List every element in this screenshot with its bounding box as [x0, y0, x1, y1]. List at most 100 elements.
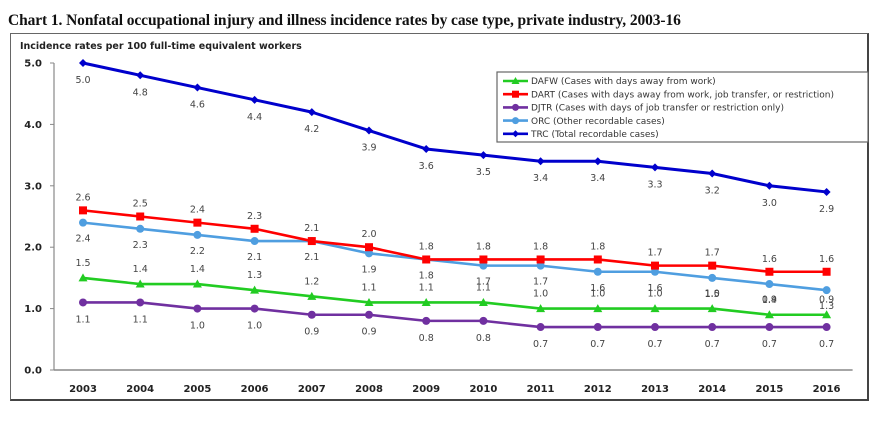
data-point-dafw	[250, 285, 260, 294]
data-label-dart: 1.7	[647, 248, 662, 259]
data-label-dart: 2.0	[361, 229, 376, 240]
data-label-trc: 3.4	[590, 173, 605, 184]
legend-marker-triangle	[511, 77, 520, 84]
data-label-orc: 2.2	[190, 246, 205, 257]
data-label-orc: 1.7	[476, 277, 491, 288]
y-tick-label: 0.0	[24, 366, 42, 377]
data-point-orc	[536, 261, 545, 270]
x-tick-label: 2010	[469, 384, 497, 395]
x-tick-label: 2013	[641, 384, 669, 395]
y-tick-label: 4.0	[24, 120, 42, 131]
data-label-orc: 2.1	[304, 252, 319, 263]
data-label-trc: 3.3	[647, 179, 662, 190]
data-label-dafw: 1.4	[133, 264, 148, 275]
legend-label: DJTR (Cases with days of job transfer or…	[531, 104, 784, 114]
data-label-djtr: 1.0	[190, 321, 205, 332]
legend: DAFW (Cases with days away from work) DAR…	[496, 71, 869, 143]
x-tick-label: 2004	[126, 384, 154, 395]
data-label-dafw: 1.5	[75, 258, 90, 269]
series-line-dafw	[82, 276, 827, 317]
data-point-dart	[651, 261, 659, 270]
data-point-dart	[193, 218, 202, 227]
legend-label: ORC (Other recordable cases)	[531, 117, 665, 127]
data-label-orc: 2.3	[133, 240, 148, 251]
data-point-dart	[593, 255, 602, 264]
data-label-trc: 3.2	[705, 186, 720, 197]
data-label-trc: 4.6	[190, 100, 205, 111]
data-point-trc	[822, 187, 831, 196]
data-label-djtr: 0.9	[304, 327, 319, 338]
x-tick-label: 2006	[241, 384, 269, 395]
data-point-dafw	[78, 273, 88, 282]
data-label-dafw: 1.0	[590, 289, 605, 300]
legend-marker-square	[512, 90, 519, 98]
x-tick-label: 2015	[755, 384, 783, 395]
data-point-orc	[822, 286, 831, 295]
data-label-dart: 1.7	[705, 248, 720, 259]
data-point-dafw	[421, 297, 431, 306]
data-label-trc: 3.6	[419, 161, 434, 172]
data-point-djtr	[307, 310, 316, 319]
data-label-orc: 1.5	[705, 289, 720, 300]
data-point-orc	[593, 267, 602, 276]
data-point-dafw	[364, 297, 374, 306]
data-point-djtr	[536, 323, 545, 332]
data-point-orc	[193, 230, 202, 239]
data-label-orc: 1.4	[762, 295, 777, 306]
data-label-dart: 1.8	[590, 241, 605, 252]
data-point-orc	[136, 224, 145, 233]
data-point-trc	[479, 151, 488, 160]
data-point-dafw	[822, 310, 832, 319]
data-label-trc: 3.0	[762, 198, 777, 209]
data-point-orc	[479, 261, 488, 270]
data-point-trc	[307, 108, 316, 117]
data-label-orc: 1.7	[533, 277, 548, 288]
chart-title: Chart 1. Nonfatal occupational injury an…	[8, 12, 681, 29]
data-label-djtr: 0.9	[361, 327, 376, 338]
data-label-dafw: 1.0	[533, 289, 548, 300]
data-label-orc: 1.9	[361, 264, 376, 275]
data-label-trc: 2.9	[819, 204, 834, 215]
legend-item-dafw: DAFW (Cases with days away from work)	[503, 77, 716, 87]
series-line-orc	[82, 221, 827, 292]
data-labels: 1.5 1.4 1.4 1.3 1.2 1.1 1.1 1.1 1.0 1.0 1.0 1.0 0.9 0…	[75, 75, 834, 350]
data-label-dart: 1.6	[762, 254, 777, 265]
legend-marker-circle	[512, 103, 519, 111]
data-point-djtr	[651, 323, 659, 332]
data-point-orc	[365, 249, 373, 258]
legend-item-trc: TRC (Total recordable cases)	[503, 130, 659, 140]
data-point-dart	[79, 206, 87, 215]
data-point-djtr	[765, 323, 774, 332]
data-label-trc: 4.8	[133, 87, 148, 98]
data-point-dart	[136, 212, 145, 221]
data-label-dafw: 1.0	[647, 289, 662, 300]
data-point-trc	[193, 83, 202, 92]
data-point-dart	[250, 224, 259, 233]
data-point-dart	[479, 255, 488, 264]
data-label-dafw: 1.1	[476, 282, 491, 293]
y-tick-label: 5.0	[24, 59, 42, 70]
data-label-trc: 4.2	[304, 124, 319, 135]
data-label-dart: 2.1	[304, 223, 319, 234]
data-point-djtr	[365, 310, 373, 319]
x-tick-label: 2014	[698, 384, 726, 395]
y-axis-label: Incidence rates per 100 full-time equiva…	[20, 41, 302, 52]
data-label-dafw: 1.0	[705, 289, 720, 300]
data-label-dafw: 1.4	[190, 264, 205, 275]
data-label-djtr: 1.1	[75, 314, 90, 325]
series-line-trc	[82, 61, 827, 194]
data-label-dart: 2.5	[133, 199, 148, 210]
x-tick-label: 2012	[584, 384, 612, 395]
data-point-djtr	[708, 323, 717, 332]
x-tick-label: 2005	[183, 384, 211, 395]
data-label-djtr: 0.7	[647, 339, 662, 350]
y-tick-label: 3.0	[24, 181, 42, 192]
axes: 0.0 1.0 2.0 3.0 4.0 5.0 2003 2004 2005 2006 2007 20…	[24, 59, 853, 395]
data-point-trc	[536, 157, 545, 166]
series-line-dart	[82, 209, 827, 274]
legend-item-dart: DART (Cases with days away from work, jo…	[503, 90, 834, 100]
data-point-trc	[136, 71, 145, 80]
data-point-dart	[365, 243, 373, 252]
data-point-djtr	[822, 323, 831, 332]
